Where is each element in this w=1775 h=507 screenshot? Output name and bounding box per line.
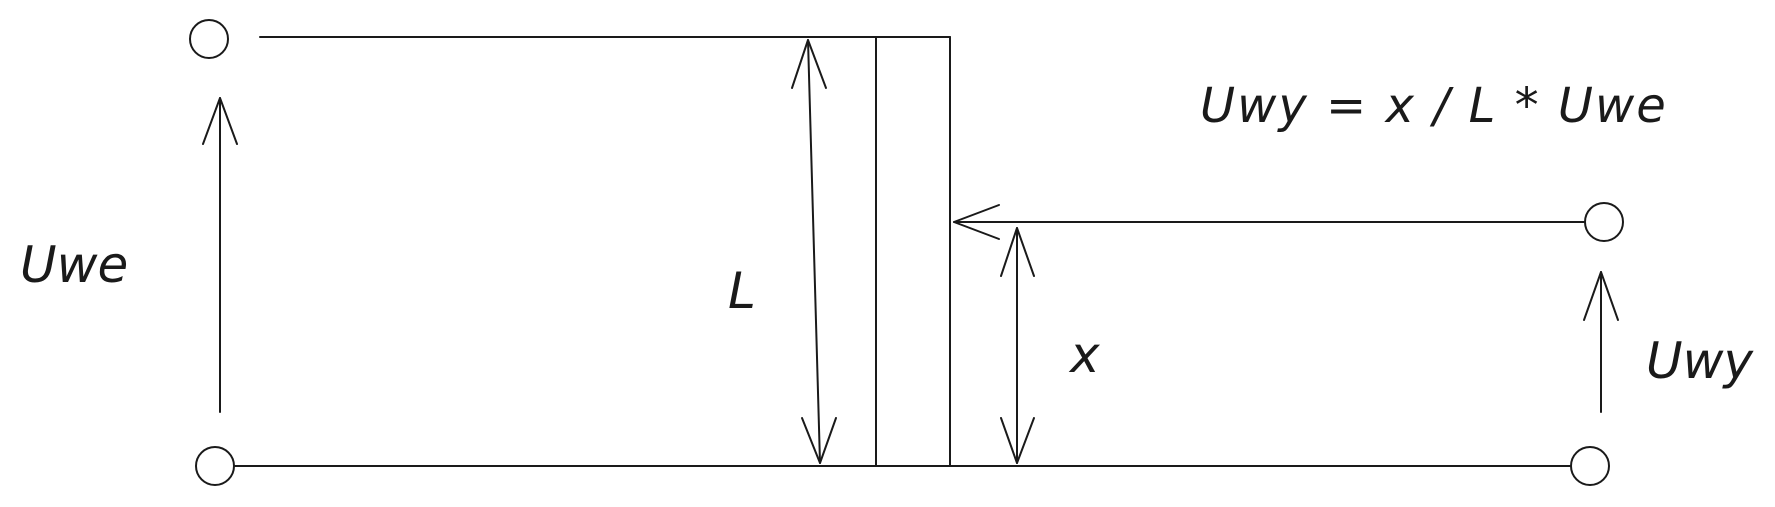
output-voltage-label: Uwy — [1646, 332, 1754, 390]
length-arrow — [791, 39, 837, 464]
position-arrow — [1000, 227, 1035, 464]
output-bottom-terminal[interactable] — [1570, 446, 1610, 486]
position-label: x — [1068, 326, 1100, 384]
output-voltage-arrow — [1583, 271, 1619, 413]
length-label: L — [728, 262, 756, 320]
input-voltage-arrow — [202, 97, 238, 413]
input-voltage-label: Uwe — [20, 236, 128, 294]
formula-label: Uwy = x / L * Uwe — [1200, 78, 1668, 134]
input-bottom-terminal[interactable] — [195, 446, 235, 486]
input-top-terminal[interactable] — [189, 19, 229, 59]
output-wiper-terminal[interactable] — [1584, 202, 1624, 242]
wiper-arrowhead — [953, 204, 1000, 240]
